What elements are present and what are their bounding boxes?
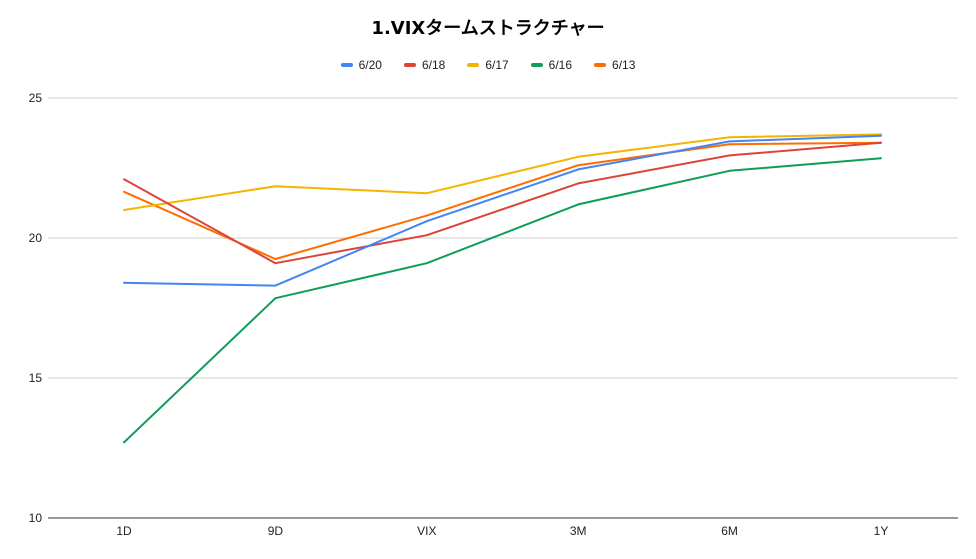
series-line-6-18[interactable]: [123, 141, 882, 265]
legend-label: 6/16: [548, 58, 573, 72]
x-tick-label: 6M: [721, 524, 738, 538]
data-point[interactable]: [728, 140, 731, 143]
data-point[interactable]: [274, 185, 277, 188]
y-tick-label: 25: [29, 91, 43, 105]
data-point[interactable]: [425, 220, 428, 223]
y-tick-label: 10: [29, 511, 43, 525]
data-point[interactable]: [274, 284, 277, 287]
legend-label: 6/18: [421, 58, 446, 72]
data-point[interactable]: [123, 441, 125, 444]
data-point[interactable]: [425, 214, 428, 217]
x-tick-label: 3M: [570, 524, 587, 538]
x-tick-label: 9D: [268, 524, 284, 538]
data-point[interactable]: [728, 136, 731, 139]
legend-swatch: [467, 63, 480, 67]
legend-swatch: [594, 63, 607, 67]
data-point[interactable]: [577, 203, 580, 206]
data-point[interactable]: [880, 157, 882, 160]
series-line-6-13[interactable]: [123, 141, 882, 260]
data-point[interactable]: [123, 281, 125, 284]
y-tick-label: 20: [29, 231, 43, 245]
data-point[interactable]: [274, 258, 277, 260]
data-point[interactable]: [880, 141, 882, 144]
data-point[interactable]: [728, 143, 731, 146]
legend-item[interactable]: 6/13: [594, 58, 635, 72]
legend: 6/20 6/18 6/17 6/16 6/13: [0, 58, 976, 72]
data-point[interactable]: [425, 234, 428, 237]
legend-swatch: [340, 63, 353, 67]
data-point[interactable]: [577, 164, 580, 167]
legend-label: 6/17: [485, 58, 509, 72]
chart-title: 1.VIXタームストラクチャー: [371, 18, 605, 39]
legend-label: 6/20: [358, 58, 382, 72]
series-line-6-16[interactable]: [123, 157, 882, 444]
x-tick-label: VIX: [417, 524, 436, 538]
legend-swatch: [403, 63, 416, 67]
series-line-6-17[interactable]: [123, 133, 882, 211]
data-point[interactable]: [123, 209, 125, 211]
x-tick-label: 1Y: [874, 524, 889, 538]
data-point[interactable]: [577, 168, 580, 171]
data-point[interactable]: [728, 169, 731, 172]
data-point[interactable]: [880, 134, 882, 137]
data-point[interactable]: [123, 178, 125, 181]
series-line-6-20[interactable]: [123, 134, 882, 287]
legend-swatch: [530, 63, 543, 67]
data-point[interactable]: [274, 262, 277, 265]
data-point[interactable]: [274, 297, 277, 300]
legend-item[interactable]: 6/20: [340, 58, 382, 72]
x-tick-label: 1D: [116, 524, 132, 538]
data-point[interactable]: [577, 155, 580, 158]
data-point[interactable]: [425, 262, 428, 265]
data-point[interactable]: [728, 154, 731, 157]
legend-item[interactable]: 6/16: [530, 58, 573, 72]
y-tick-label: 15: [29, 371, 43, 385]
legend-item[interactable]: 6/18: [403, 58, 446, 72]
legend-label: 6/13: [612, 58, 636, 72]
data-point[interactable]: [123, 190, 125, 193]
data-point[interactable]: [425, 192, 428, 195]
legend-item[interactable]: 6/17: [467, 58, 509, 72]
data-point[interactable]: [577, 182, 580, 185]
